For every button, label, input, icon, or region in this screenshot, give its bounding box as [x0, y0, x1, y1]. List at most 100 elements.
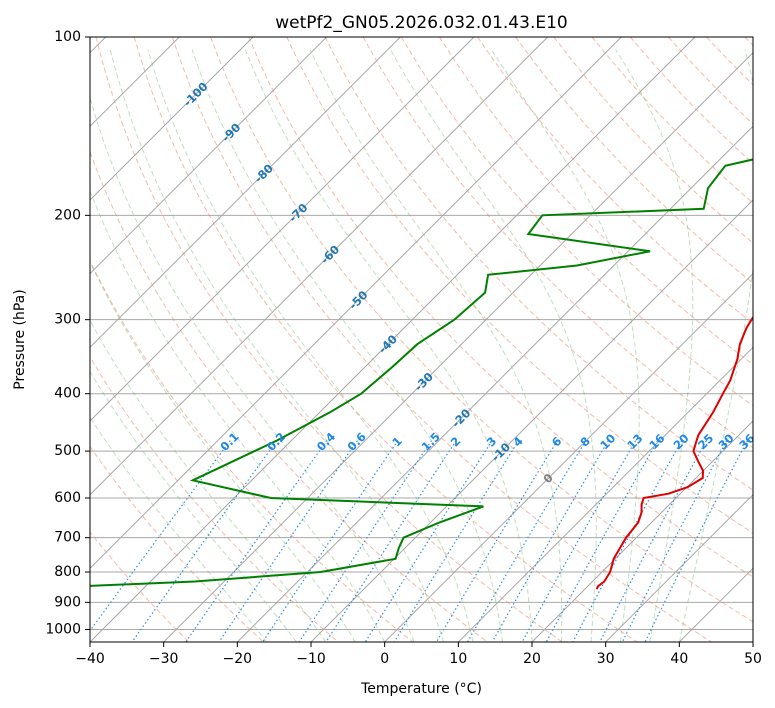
mixing-ratio-line	[262, 440, 399, 642]
mixing-ratio-line	[521, 440, 637, 642]
x-tick-label: −20	[223, 651, 253, 667]
y-tick-label: 500	[54, 443, 81, 459]
dry-adiabat-line	[210, 37, 753, 623]
dry-adiabat-line	[477, 37, 753, 325]
dry-adiabat-line	[133, 37, 638, 642]
mixing-ratio-line	[90, 440, 231, 632]
moist-adiabat-line	[309, 49, 563, 642]
mixing-ratio-label: 0.1	[217, 430, 241, 454]
mixing-ratio-line	[393, 440, 520, 642]
mixing-ratio-line	[185, 440, 328, 642]
dry-adiabat-line	[591, 37, 753, 204]
profile-lines	[90, 158, 753, 590]
isotherm-line	[90, 37, 475, 422]
mixing-ratio-line	[644, 440, 748, 642]
y-tick-label: 300	[54, 312, 81, 328]
y-tick-label: 200	[54, 207, 81, 223]
isotherm-line	[678, 567, 753, 642]
x-tick-label: −10	[296, 651, 326, 667]
isotherm-line	[236, 125, 753, 642]
x-axis-label: Temperature (°C)	[360, 681, 482, 697]
isotherm-line	[384, 272, 753, 642]
y-axis: 100 200 300 400 500 600 700 800 900 1000	[45, 29, 90, 637]
background-lines	[90, 37, 753, 642]
mixing-ratio-line	[325, 440, 457, 642]
isotherm-line	[90, 37, 328, 275]
dewpoint-line	[90, 158, 753, 587]
isotherm-line	[90, 37, 622, 570]
mixing-ratio-line	[435, 440, 558, 642]
dry-adiabat-line	[90, 445, 264, 642]
line-labels: -100-90-80-70-60-50-40-30-20-10010203040…	[180, 79, 775, 544]
plot-frame	[89, 36, 754, 643]
temperature-line	[595, 315, 753, 590]
mixing-ratio-line	[599, 440, 707, 642]
mixing-ratio-line	[466, 440, 587, 642]
x-tick-label: 30	[597, 651, 615, 667]
mixing-ratio-line	[621, 440, 728, 642]
isotherm-line	[310, 199, 753, 642]
mixing-ratio-line	[218, 440, 358, 642]
moist-adiabat-line	[389, 49, 597, 642]
dry-adiabat-line	[400, 37, 753, 407]
dry-adiabat-line	[90, 259, 414, 642]
moist-adiabat-line	[191, 49, 503, 642]
moist-adiabat-line	[147, 49, 474, 642]
x-tick-label: 50	[744, 651, 762, 667]
moist-adiabat-line	[90, 370, 297, 642]
dry-adiabat-line	[668, 37, 753, 125]
y-tick-label: 600	[54, 490, 81, 506]
dry-adiabat-line	[324, 37, 753, 491]
dry-adiabat-line	[362, 37, 753, 449]
isotherm-line	[163, 51, 753, 642]
x-tick-label: 0	[380, 651, 389, 667]
y-axis-label: Pressure (hPa)	[12, 289, 28, 389]
mixing-ratio-label: 4	[510, 434, 526, 450]
mixing-ratio-label: 0.6	[345, 430, 369, 454]
mixing-ratio-line	[131, 440, 278, 642]
chart-title: wetPf2_GN05.2026.032.01.43.E10	[275, 13, 567, 33]
moist-adiabat-line	[90, 96, 415, 642]
y-tick-label: 400	[54, 386, 81, 402]
moist-adiabat-line	[678, 49, 753, 642]
dry-adiabat-line	[171, 37, 712, 642]
isotherm-line	[531, 420, 753, 642]
mixing-ratio-line	[364, 440, 493, 642]
dry-adiabat-line	[90, 356, 339, 642]
y-tick-label: 800	[54, 564, 81, 580]
isotherm-line	[752, 641, 753, 642]
dry-adiabat-label: 10	[752, 492, 773, 513]
dry-adiabat-line	[744, 37, 753, 47]
moist-adiabat-line	[90, 260, 356, 642]
x-tick-label: 20	[523, 651, 541, 667]
y-tick-label: 100	[54, 29, 81, 45]
moist-adiabat-line	[490, 49, 640, 642]
isotherm-line	[90, 37, 696, 642]
mixing-ratio-line	[545, 440, 659, 642]
x-tick-label: 40	[670, 651, 688, 667]
y-tick-label: 1000	[45, 621, 81, 637]
y-tick-label: 900	[54, 594, 81, 610]
mixing-ratio-label: 6	[549, 434, 565, 450]
mixing-ratio-label: 2	[448, 434, 464, 450]
dry-adiabat-line	[90, 531, 190, 642]
moist-adiabat-line	[109, 49, 445, 642]
dry-adiabat-line	[95, 37, 563, 642]
isotherm-line	[457, 346, 753, 642]
mixing-ratio-line	[491, 440, 609, 642]
moist-adiabat-line	[90, 319, 327, 642]
moist-adiabat-line	[244, 49, 533, 642]
dry-adiabat-line	[438, 37, 753, 366]
isotherm-line	[90, 37, 549, 496]
mixing-ratio-label: 13	[624, 431, 645, 452]
isotherm-line	[605, 493, 753, 642]
x-axis: −40 −30 −20 −10 0 10 20 30 40 50	[75, 642, 762, 667]
x-tick-label: 10	[449, 651, 467, 667]
mixing-ratio-label: 16	[646, 431, 667, 452]
isotherm-line	[90, 37, 401, 349]
dry-adiabat-label: 20	[766, 523, 775, 544]
moist-adiabat-line	[90, 189, 386, 642]
mixing-ratio-label: 1.5	[419, 430, 443, 454]
mixing-ratio-line	[572, 440, 683, 642]
